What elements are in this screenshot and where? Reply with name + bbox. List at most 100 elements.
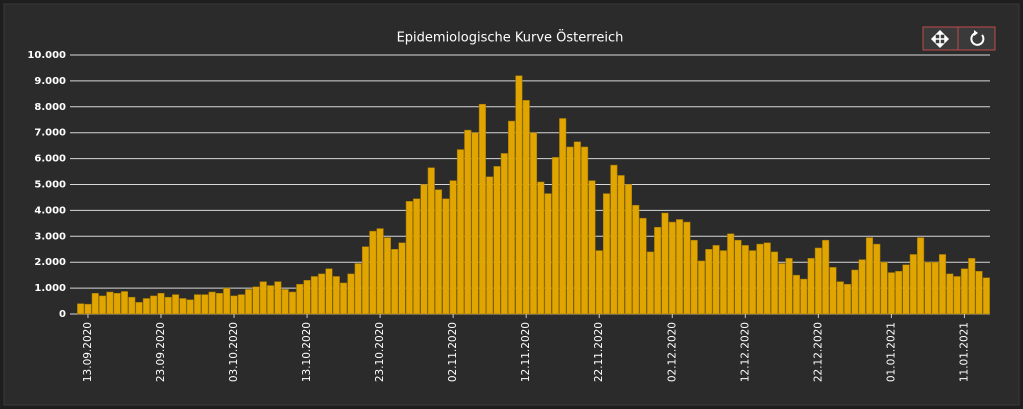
bar (464, 129, 472, 315)
x-tick-label: 01.01.2021 (885, 322, 897, 382)
bar (690, 239, 698, 315)
bar (259, 281, 267, 315)
bar (844, 283, 852, 315)
bar (719, 250, 727, 315)
bar (332, 276, 340, 315)
bar (201, 294, 209, 315)
bar (267, 285, 275, 315)
bar (895, 271, 903, 315)
bar (931, 261, 939, 315)
bar (157, 293, 165, 315)
bar (164, 296, 172, 315)
bar (303, 280, 311, 315)
bar (873, 243, 881, 315)
bar (595, 250, 603, 315)
bar (361, 246, 370, 315)
bar (471, 132, 479, 315)
bar (493, 166, 501, 315)
x-tick-label: 12.12.2020 (739, 322, 751, 382)
bar (245, 289, 253, 315)
bar (858, 259, 866, 315)
bar (763, 242, 771, 315)
bar (208, 291, 216, 315)
bar (252, 286, 260, 315)
bar (486, 176, 494, 315)
bar (968, 258, 976, 315)
reset-button[interactable] (957, 26, 996, 51)
bar (369, 230, 377, 315)
bar (668, 221, 676, 315)
x-tick-label: 12.11.2020 (520, 322, 532, 382)
y-tick-label: 10.000 (27, 50, 66, 61)
bar (960, 268, 968, 315)
bar (237, 294, 245, 315)
pan-button[interactable] (922, 26, 959, 51)
bar (435, 189, 443, 315)
chart-title: Epidemiologische Kurve Österreich (397, 29, 624, 46)
x-tick-label: 03.10.2020 (228, 322, 240, 382)
bar (135, 302, 143, 315)
bar (646, 251, 654, 315)
bar (938, 254, 947, 315)
bar (632, 204, 640, 315)
bar (172, 294, 180, 315)
bar (588, 180, 596, 315)
bar (223, 287, 231, 315)
bar (712, 245, 720, 315)
x-tick-label: 13.09.2020 (82, 322, 94, 382)
bar (778, 263, 786, 315)
y-tick-label: 4.000 (34, 205, 66, 216)
bar (113, 293, 121, 315)
bar (902, 264, 910, 315)
bar (749, 250, 757, 315)
bar (179, 298, 187, 315)
y-tick-label: 6.000 (34, 154, 66, 165)
bar (296, 283, 304, 315)
bar (756, 243, 764, 315)
y-tick-label: 2.000 (34, 257, 66, 268)
bar (84, 303, 92, 315)
bar (785, 258, 793, 315)
bar (624, 184, 632, 315)
bar (654, 226, 662, 315)
bar (456, 149, 464, 315)
bar (734, 239, 742, 315)
bar (559, 118, 567, 315)
bar (829, 267, 837, 315)
bar (676, 219, 684, 315)
bar (500, 153, 508, 315)
bar (318, 273, 326, 315)
bar (91, 293, 99, 315)
bar (383, 237, 391, 315)
bar (610, 164, 618, 315)
bar (836, 281, 844, 315)
bar (887, 272, 895, 315)
bar (449, 180, 457, 315)
bar (683, 221, 691, 315)
x-tick-label: 13.10.2020 (301, 322, 313, 382)
bar (697, 260, 706, 315)
y-tick-label: 8.000 (34, 102, 66, 113)
bar (325, 268, 333, 315)
bar (128, 296, 136, 315)
bar (288, 291, 297, 315)
bar (566, 146, 574, 315)
bar (581, 146, 589, 315)
bar (354, 263, 362, 315)
bar (106, 291, 114, 315)
bar (193, 294, 202, 315)
bar (807, 258, 815, 315)
bar (705, 249, 713, 315)
y-tick-label: 9.000 (34, 76, 66, 87)
bar (508, 120, 516, 315)
bar (522, 100, 530, 315)
bar (120, 291, 129, 315)
bar (822, 239, 830, 315)
x-tick-label: 23.09.2020 (155, 322, 167, 382)
bar (917, 237, 925, 315)
bar (909, 254, 917, 315)
bar (537, 181, 545, 315)
bar (310, 276, 318, 315)
bar (603, 193, 611, 315)
